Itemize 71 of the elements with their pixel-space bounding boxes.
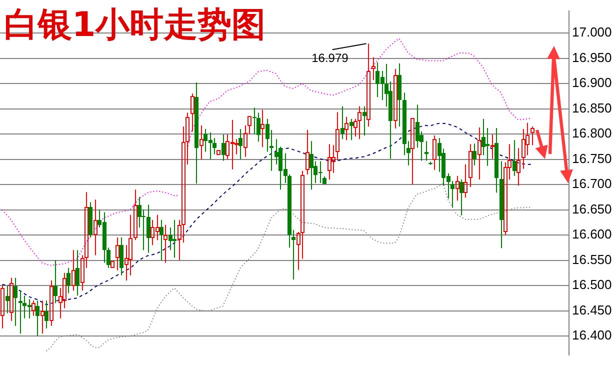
- candlestick: [328, 144, 332, 180]
- y-tick-label: 16.850: [572, 100, 612, 116]
- y-tick-label: 16.450: [572, 302, 612, 318]
- y-tick-label: 16.800: [572, 126, 612, 141]
- candlestick: [142, 209, 146, 251]
- candlestick: [0, 285, 4, 329]
- candlestick: [516, 148, 520, 186]
- candlestick: [472, 143, 476, 166]
- line-series: [2, 122, 532, 306]
- y-tick-label: 16.500: [572, 277, 612, 292]
- candlestick: [306, 129, 310, 175]
- candlestick: [372, 56, 376, 80]
- candlestick: [18, 290, 22, 334]
- y-tick-label: 16.550: [572, 252, 612, 267]
- candlestick: [344, 116, 348, 141]
- y-tick-label: 16.900: [572, 75, 612, 90]
- candlestick: [260, 109, 264, 148]
- candlestick: [172, 219, 176, 258]
- candlestick: [160, 219, 164, 261]
- candlestick: [478, 126, 482, 180]
- annotation: 16.979: [312, 50, 349, 65]
- candlestick: [222, 134, 226, 162]
- candlestick: [310, 140, 314, 190]
- candlestick: [456, 175, 460, 202]
- candlestick: [530, 126, 534, 146]
- candlestick: [358, 106, 362, 140]
- candlestick: [512, 140, 516, 176]
- y-tick-label: 16.650: [572, 201, 612, 216]
- candlestick: [460, 178, 464, 216]
- candlestick: [32, 300, 36, 316]
- candlestick: [432, 135, 436, 170]
- candlestick: [464, 164, 468, 198]
- candlestick: [120, 237, 124, 276]
- candlestick: [486, 127, 490, 166]
- candlestick: [424, 140, 428, 162]
- chart-title: 白银1小时走势图: [4, 4, 266, 47]
- candlestick: [54, 260, 58, 304]
- candlestick: [190, 93, 194, 132]
- y-tick-label: 16.600: [572, 226, 612, 242]
- y-tick-label: 16.400: [572, 328, 612, 343]
- candlestick: [66, 267, 70, 294]
- candlestick: [36, 300, 40, 337]
- candlestick: [146, 204, 150, 254]
- y-tick-label: 16.750: [572, 150, 612, 166]
- candlestick: [366, 43, 370, 127]
- candlestick: [94, 199, 98, 256]
- candlestick: [50, 280, 54, 326]
- candlestick: [44, 300, 48, 329]
- candlestick: [116, 237, 120, 271]
- candlestick: [256, 112, 260, 142]
- candlestick: [72, 250, 76, 292]
- candlestick: [410, 118, 414, 186]
- candlestick: [164, 224, 168, 264]
- y-tick-label: 16.700: [572, 176, 612, 192]
- candlestick: [238, 128, 242, 160]
- candlestick: [134, 189, 138, 241]
- y-tick-label: 16.950: [572, 50, 612, 65]
- candlestick: [394, 68, 398, 129]
- candlestick: [14, 277, 18, 326]
- candlestick: [6, 285, 10, 314]
- candlestick: [350, 118, 354, 141]
- y-tick-label: 17.000: [572, 24, 612, 40]
- candlestick: [468, 144, 472, 188]
- candlestick: [200, 124, 204, 160]
- candlestick: [216, 150, 220, 155]
- candlestick: [362, 106, 366, 136]
- candlestick: [490, 134, 494, 160]
- candlestick: [10, 277, 14, 322]
- candlestick: [76, 250, 80, 296]
- candlestick: [340, 106, 344, 140]
- candlestick: [40, 300, 44, 334]
